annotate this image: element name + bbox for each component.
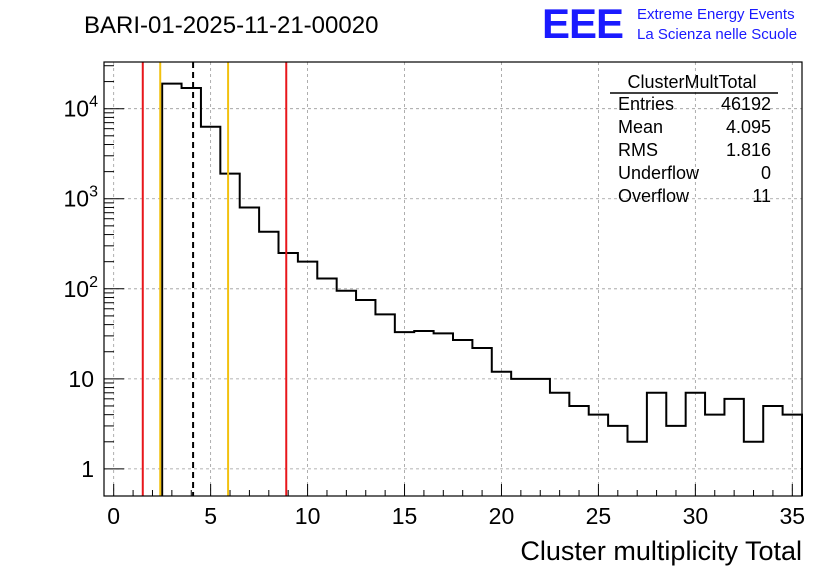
histogram-bin-18 xyxy=(453,340,472,496)
histogram-bin-25 xyxy=(589,415,608,496)
histogram-bin-11 xyxy=(317,279,336,496)
histogram-bin-20 xyxy=(492,372,511,496)
histogram-bin-15 xyxy=(395,332,414,496)
histogram-bin-6 xyxy=(220,174,239,496)
x-tick-label: 15 xyxy=(392,503,418,529)
stats-label-overflow: Overflow xyxy=(618,186,690,206)
x-tick-label: 0 xyxy=(107,503,120,529)
y-tick-label: 1 xyxy=(81,456,94,482)
histogram-bin-27 xyxy=(628,442,647,496)
histogram-bin-35 xyxy=(783,415,802,496)
x-tick-label: 30 xyxy=(683,503,709,529)
histogram-bin-8 xyxy=(259,232,278,496)
histogram-bin-14 xyxy=(375,314,394,496)
histogram-bin-24 xyxy=(569,406,588,496)
histogram-bin-34 xyxy=(763,406,782,496)
x-tick-label: 25 xyxy=(586,503,612,529)
histogram-bin-9 xyxy=(279,253,298,496)
histogram-bin-31 xyxy=(705,415,724,496)
histogram-bin-21 xyxy=(511,379,530,496)
histogram-bin-33 xyxy=(744,442,763,496)
histogram-bin-4 xyxy=(182,88,201,496)
histogram-bin-22 xyxy=(531,379,550,496)
stats-value-overflow: 11 xyxy=(752,186,771,206)
histogram-bin-29 xyxy=(666,426,685,496)
histogram xyxy=(161,82,803,496)
stats-label-underflow: Underflow xyxy=(618,163,700,183)
histogram-bin-12 xyxy=(337,291,356,496)
histogram-bin-23 xyxy=(550,393,569,496)
eee-logo: EEE Extreme Energy Events La Scienza nel… xyxy=(542,0,797,47)
histogram-bin-26 xyxy=(608,426,627,496)
stats-label-rms: RMS xyxy=(618,140,658,160)
stats-label-mean: Mean xyxy=(618,117,663,137)
stats-value-mean: 4.095 xyxy=(726,117,771,137)
x-tick-label: 35 xyxy=(780,503,806,529)
histogram-bin-13 xyxy=(356,300,375,496)
histogram-bin-28 xyxy=(647,393,666,496)
grid xyxy=(104,62,802,496)
logo-line2: La Scienza nelle Scuole xyxy=(637,26,797,43)
x-tick-label: 20 xyxy=(489,503,515,529)
x-axis: 0 5 10 15 20 25 30 35 xyxy=(107,484,805,529)
histogram-outline xyxy=(161,82,803,496)
x-tick-label: 5 xyxy=(204,503,217,529)
stats-value-rms: 1.816 xyxy=(726,140,771,160)
plot-frame xyxy=(103,61,803,497)
histogram-bin-16 xyxy=(414,331,433,496)
stats-box: ClusterMultTotal Entries 46192 Mean 4.095 RM… xyxy=(610,72,778,206)
eee-logo-mark: EEE xyxy=(542,0,623,47)
stats-rows: Entries 46192 Mean 4.095 RMS 1.816 Underflow 0 O… xyxy=(618,94,771,206)
histogram-bin-10 xyxy=(298,262,317,496)
histogram-bin-19 xyxy=(472,348,491,496)
marker-lines xyxy=(141,62,288,496)
chart-title: BARI-01-2025-11-21-00020 xyxy=(84,12,378,39)
histogram-bin-7 xyxy=(240,207,259,496)
stats-value-underflow: 0 xyxy=(761,163,771,183)
x-axis-label: Cluster multiplicity Total xyxy=(520,536,802,566)
histogram-bin-30 xyxy=(686,393,705,496)
logo-line1: Extreme Energy Events xyxy=(637,6,795,23)
histogram-bin-5 xyxy=(201,127,220,496)
stats-title: ClusterMultTotal xyxy=(627,72,756,92)
histogram-bin-32 xyxy=(724,399,743,496)
stats-value-entries: 46192 xyxy=(721,94,771,114)
stats-label-entries: Entries xyxy=(618,94,674,114)
x-tick-label: 10 xyxy=(295,503,321,529)
histogram-bin-3 xyxy=(162,84,181,496)
y-tick-label: 10 xyxy=(68,366,94,392)
histogram-bin-17 xyxy=(434,333,453,496)
